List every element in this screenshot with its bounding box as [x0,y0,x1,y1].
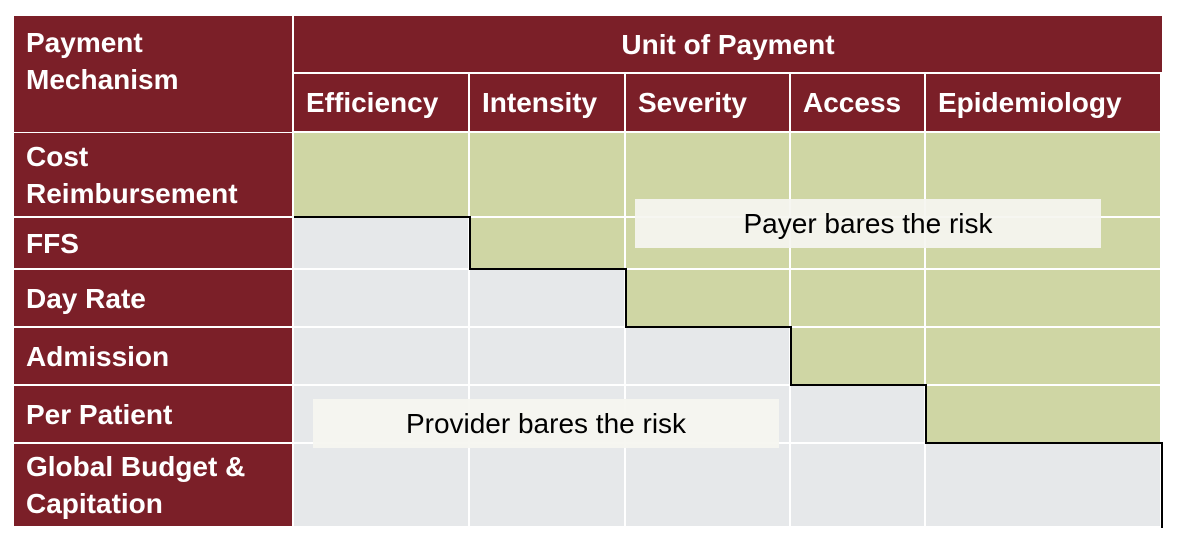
provider-risk-cell [470,270,624,326]
provider-risk-cell [470,328,624,384]
column-header-intensity: Intensity [470,74,624,131]
payer-risk-cell [791,270,924,326]
corner-header: Payment Mechanism [14,16,292,132]
payer-risk-cell [926,386,1160,442]
provider-risk-cell [470,444,624,526]
column-header-severity: Severity [626,74,789,131]
provider-risk-cell [294,328,468,384]
provider-risk-cell [294,270,468,326]
row-header-day-rate: Day Rate [14,270,292,326]
payer-risk-cell [926,270,1160,326]
payer-risk-cell [926,328,1160,384]
provider-risk-cell [626,328,789,384]
row-header-ffs: FFS [14,218,292,268]
row-header-per-patient: Per Patient [14,386,292,442]
column-header-access: Access [791,74,924,131]
provider-risk-cell [791,386,924,442]
payer-risk-cell [470,133,624,216]
unit-of-payment-header: Unit of Payment [294,16,1162,72]
row-header-global-budget-capitation: Global Budget & Capitation [14,444,292,526]
risk-boundary-path [294,216,1163,528]
provider-risk-cell [626,444,789,526]
payer-risk-cell [626,270,789,326]
column-header-efficiency: Efficiency [294,74,468,131]
column-header-epidemiology: Epidemiology [926,74,1160,131]
provider-risk-cell [791,444,924,526]
provider-risk-cell [926,444,1160,526]
payer-risk-cell [470,218,624,268]
payer-risk-cell [791,328,924,384]
provider-risk-label: Provider bares the risk [313,399,779,448]
provider-risk-cell [294,218,468,268]
row-header-admission: Admission [14,328,292,384]
provider-risk-cell [294,444,468,526]
payer-risk-cell [294,133,468,216]
payer-risk-label: Payer bares the risk [635,199,1101,248]
row-header-cost-reimbursement: Cost Reimbursement [14,133,292,216]
